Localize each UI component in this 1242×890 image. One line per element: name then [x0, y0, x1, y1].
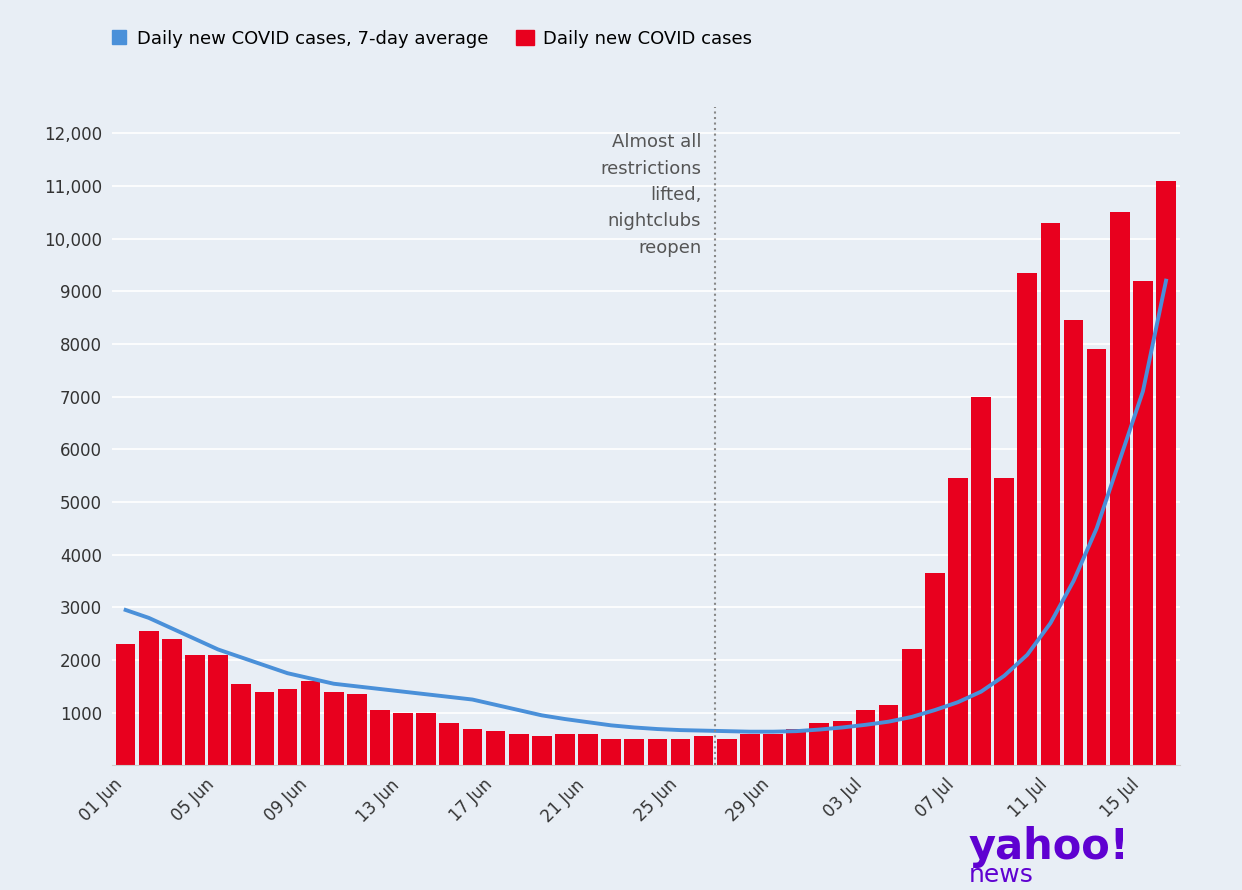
Bar — [579, 733, 597, 765]
Bar — [1063, 320, 1083, 765]
Bar — [786, 729, 806, 765]
Bar — [1017, 272, 1037, 765]
Bar — [486, 732, 505, 765]
Bar — [1041, 222, 1061, 765]
Bar — [1156, 181, 1176, 765]
Bar — [1110, 212, 1130, 765]
Bar — [278, 689, 297, 765]
Bar — [879, 705, 898, 765]
Bar — [509, 733, 529, 765]
Bar — [255, 692, 274, 765]
Bar — [647, 739, 667, 765]
Bar — [856, 710, 876, 765]
Bar — [347, 694, 366, 765]
Text: Almost all
restrictions
lifted,
nightclubs
reopen: Almost all restrictions lifted, nightclu… — [600, 134, 702, 256]
Bar — [625, 739, 645, 765]
Bar — [601, 739, 621, 765]
Bar — [394, 713, 412, 765]
Bar — [671, 739, 691, 765]
Text: yahoo!: yahoo! — [969, 826, 1130, 868]
Bar — [324, 692, 344, 765]
Bar — [1087, 349, 1107, 765]
Bar — [139, 631, 159, 765]
Bar — [116, 644, 135, 765]
Bar — [810, 724, 830, 765]
Bar — [717, 739, 737, 765]
Bar — [995, 478, 1013, 765]
Bar — [185, 655, 205, 765]
Bar — [948, 478, 968, 765]
Bar — [1133, 280, 1153, 765]
Bar — [832, 721, 852, 765]
Bar — [231, 684, 251, 765]
Legend: Daily new COVID cases, 7-day average, Daily new COVID cases: Daily new COVID cases, 7-day average, Da… — [111, 30, 751, 48]
Bar — [462, 729, 482, 765]
Bar — [161, 639, 181, 765]
Bar — [209, 655, 229, 765]
Bar — [740, 733, 760, 765]
Bar — [763, 733, 782, 765]
Bar — [532, 736, 551, 765]
Bar — [301, 681, 320, 765]
Bar — [925, 573, 945, 765]
Bar — [440, 724, 460, 765]
Bar — [694, 736, 713, 765]
Bar — [902, 650, 922, 765]
Text: news: news — [969, 863, 1033, 887]
Bar — [555, 733, 575, 765]
Bar — [416, 713, 436, 765]
Bar — [971, 397, 991, 765]
Bar — [370, 710, 390, 765]
